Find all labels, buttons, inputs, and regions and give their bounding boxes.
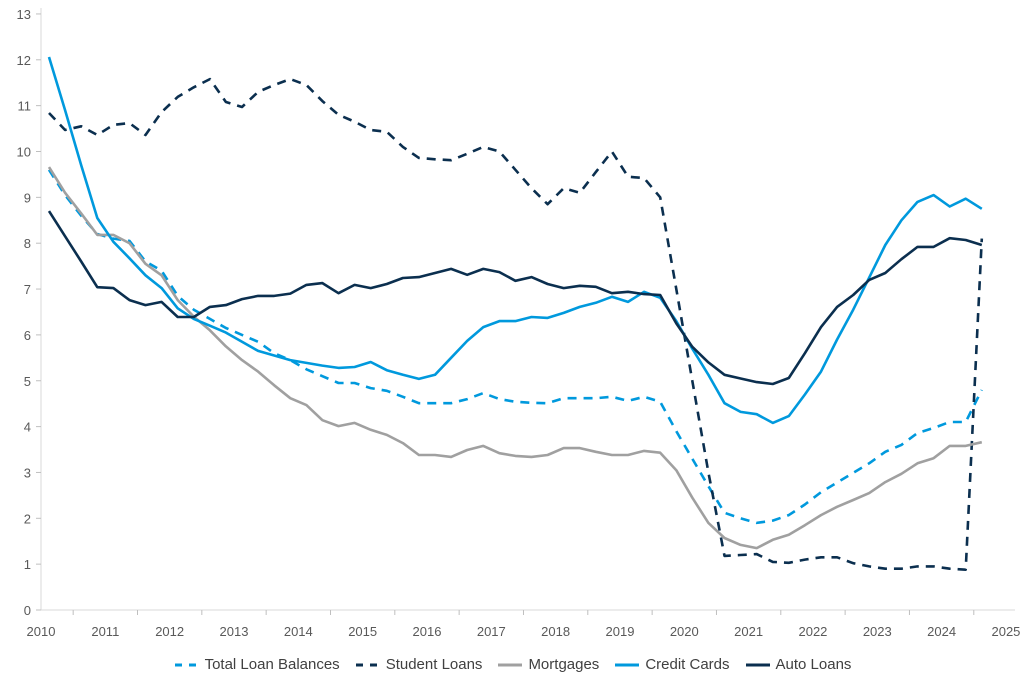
legend-swatch (745, 663, 770, 666)
y-tick-label: 10 (17, 145, 31, 160)
series-line-credit-cards (47, 56, 983, 425)
x-tick-label: 2013 (220, 624, 249, 639)
y-tick-label: 9 (24, 190, 31, 205)
y-tick-label: 8 (24, 236, 31, 251)
legend-item-mortgages: Mortgages (496, 656, 599, 673)
legend-item-auto-loans: Auto Loans (744, 656, 852, 673)
x-tick-label: 2024 (927, 624, 956, 639)
series-group (47, 56, 984, 572)
series-line-mortgages (47, 166, 983, 550)
legend-swatch (615, 663, 640, 666)
x-tick-label: 2023 (863, 624, 892, 639)
y-tick-label: 11 (18, 99, 32, 114)
y-tick-label: 3 (24, 465, 31, 480)
legend-label: Total Loan Balances (204, 656, 340, 673)
x-tick-label: 2011 (91, 624, 119, 639)
legend-item-credit-cards: Credit Cards (613, 656, 730, 673)
legend-swatch (498, 663, 523, 666)
y-tick-label: 12 (17, 53, 31, 68)
x-tick-label: 2020 (670, 624, 699, 639)
y-tick-label: 7 (24, 282, 31, 297)
x-tick-label: 2016 (413, 624, 442, 639)
x-tick-label: 2025 (991, 624, 1020, 639)
x-tick-label: 2017 (477, 624, 506, 639)
legend-label: Auto Loans (775, 656, 852, 673)
y-tick-label: 5 (24, 374, 31, 389)
legend-swatch (174, 663, 199, 666)
legend: Total Loan Balances Student Loans Mortgage… (0, 656, 1024, 673)
x-tick-label: 2022 (798, 624, 827, 639)
x-tick-label: 2018 (541, 624, 570, 639)
x-tick-label: 2010 (27, 624, 56, 639)
x-tick-label: 2012 (155, 624, 184, 639)
y-tick-label: 2 (24, 511, 31, 526)
legend-label: Mortgages (528, 656, 600, 673)
legend-item-student-loans: Student Loans (354, 656, 483, 673)
series-line-student-loans (48, 77, 984, 572)
legend-label: Student Loans (385, 656, 483, 673)
x-tick-label: 2014 (284, 624, 313, 639)
y-tick-label: 0 (24, 603, 31, 618)
x-tick-label: 2015 (348, 624, 377, 639)
y-tick-label: 6 (24, 328, 31, 343)
series-line-total-loan-balances (47, 169, 983, 525)
legend-item-total-loan-balances: Total Loan Balances (173, 656, 340, 673)
y-tick-label: 1 (24, 557, 31, 572)
legend-label: Credit Cards (645, 656, 730, 673)
legend-swatch (355, 663, 380, 666)
y-tick-label: 13 (17, 7, 31, 22)
x-tick-label: 2019 (606, 624, 635, 639)
x-tick-label: 2021 (734, 624, 763, 639)
y-tick-label: 4 (24, 420, 31, 435)
series-line-auto-loans (47, 210, 983, 386)
